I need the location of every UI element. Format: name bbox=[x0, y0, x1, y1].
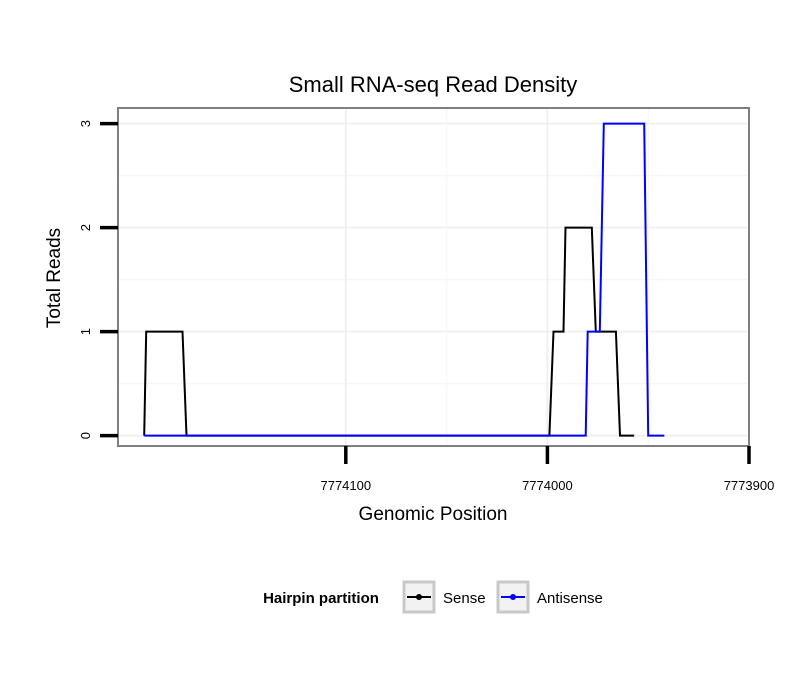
legend: Hairpin partition Sense Antisense bbox=[263, 580, 603, 614]
legend-dot-sense bbox=[416, 594, 422, 600]
y-axis-label: Total Reads bbox=[44, 228, 65, 328]
x-axis-label: Genomic Position bbox=[359, 504, 508, 525]
y-tick-label: 3 bbox=[78, 120, 93, 127]
legend-dot-antisense bbox=[510, 594, 516, 600]
legend-item-sense: Sense bbox=[402, 580, 486, 614]
y-tick-label: 0 bbox=[78, 432, 93, 439]
y-tick-label: 1 bbox=[78, 328, 93, 335]
series-line-sense bbox=[143, 226, 635, 437]
x-tick-label: 7773900 bbox=[724, 478, 775, 493]
plot-panel-border bbox=[117, 107, 750, 447]
y-tick-label: 2 bbox=[78, 224, 93, 231]
x-axis: 7774100 7774000 7773900 bbox=[320, 446, 774, 493]
legend-item-antisense: Antisense bbox=[496, 580, 603, 614]
series-group bbox=[143, 122, 665, 437]
chart-title: Small RNA-seq Read Density bbox=[289, 72, 578, 97]
legend-title: Hairpin partition bbox=[263, 590, 379, 607]
grid-lines bbox=[118, 108, 750, 446]
y-axis: 0 1 2 3 bbox=[78, 120, 118, 439]
x-tick-label: 7774100 bbox=[320, 478, 371, 493]
legend-label-antisense: Antisense bbox=[537, 590, 603, 607]
x-tick-label: 7774000 bbox=[522, 478, 573, 493]
legend-label-sense: Sense bbox=[443, 590, 486, 607]
series-line-antisense bbox=[144, 122, 665, 437]
